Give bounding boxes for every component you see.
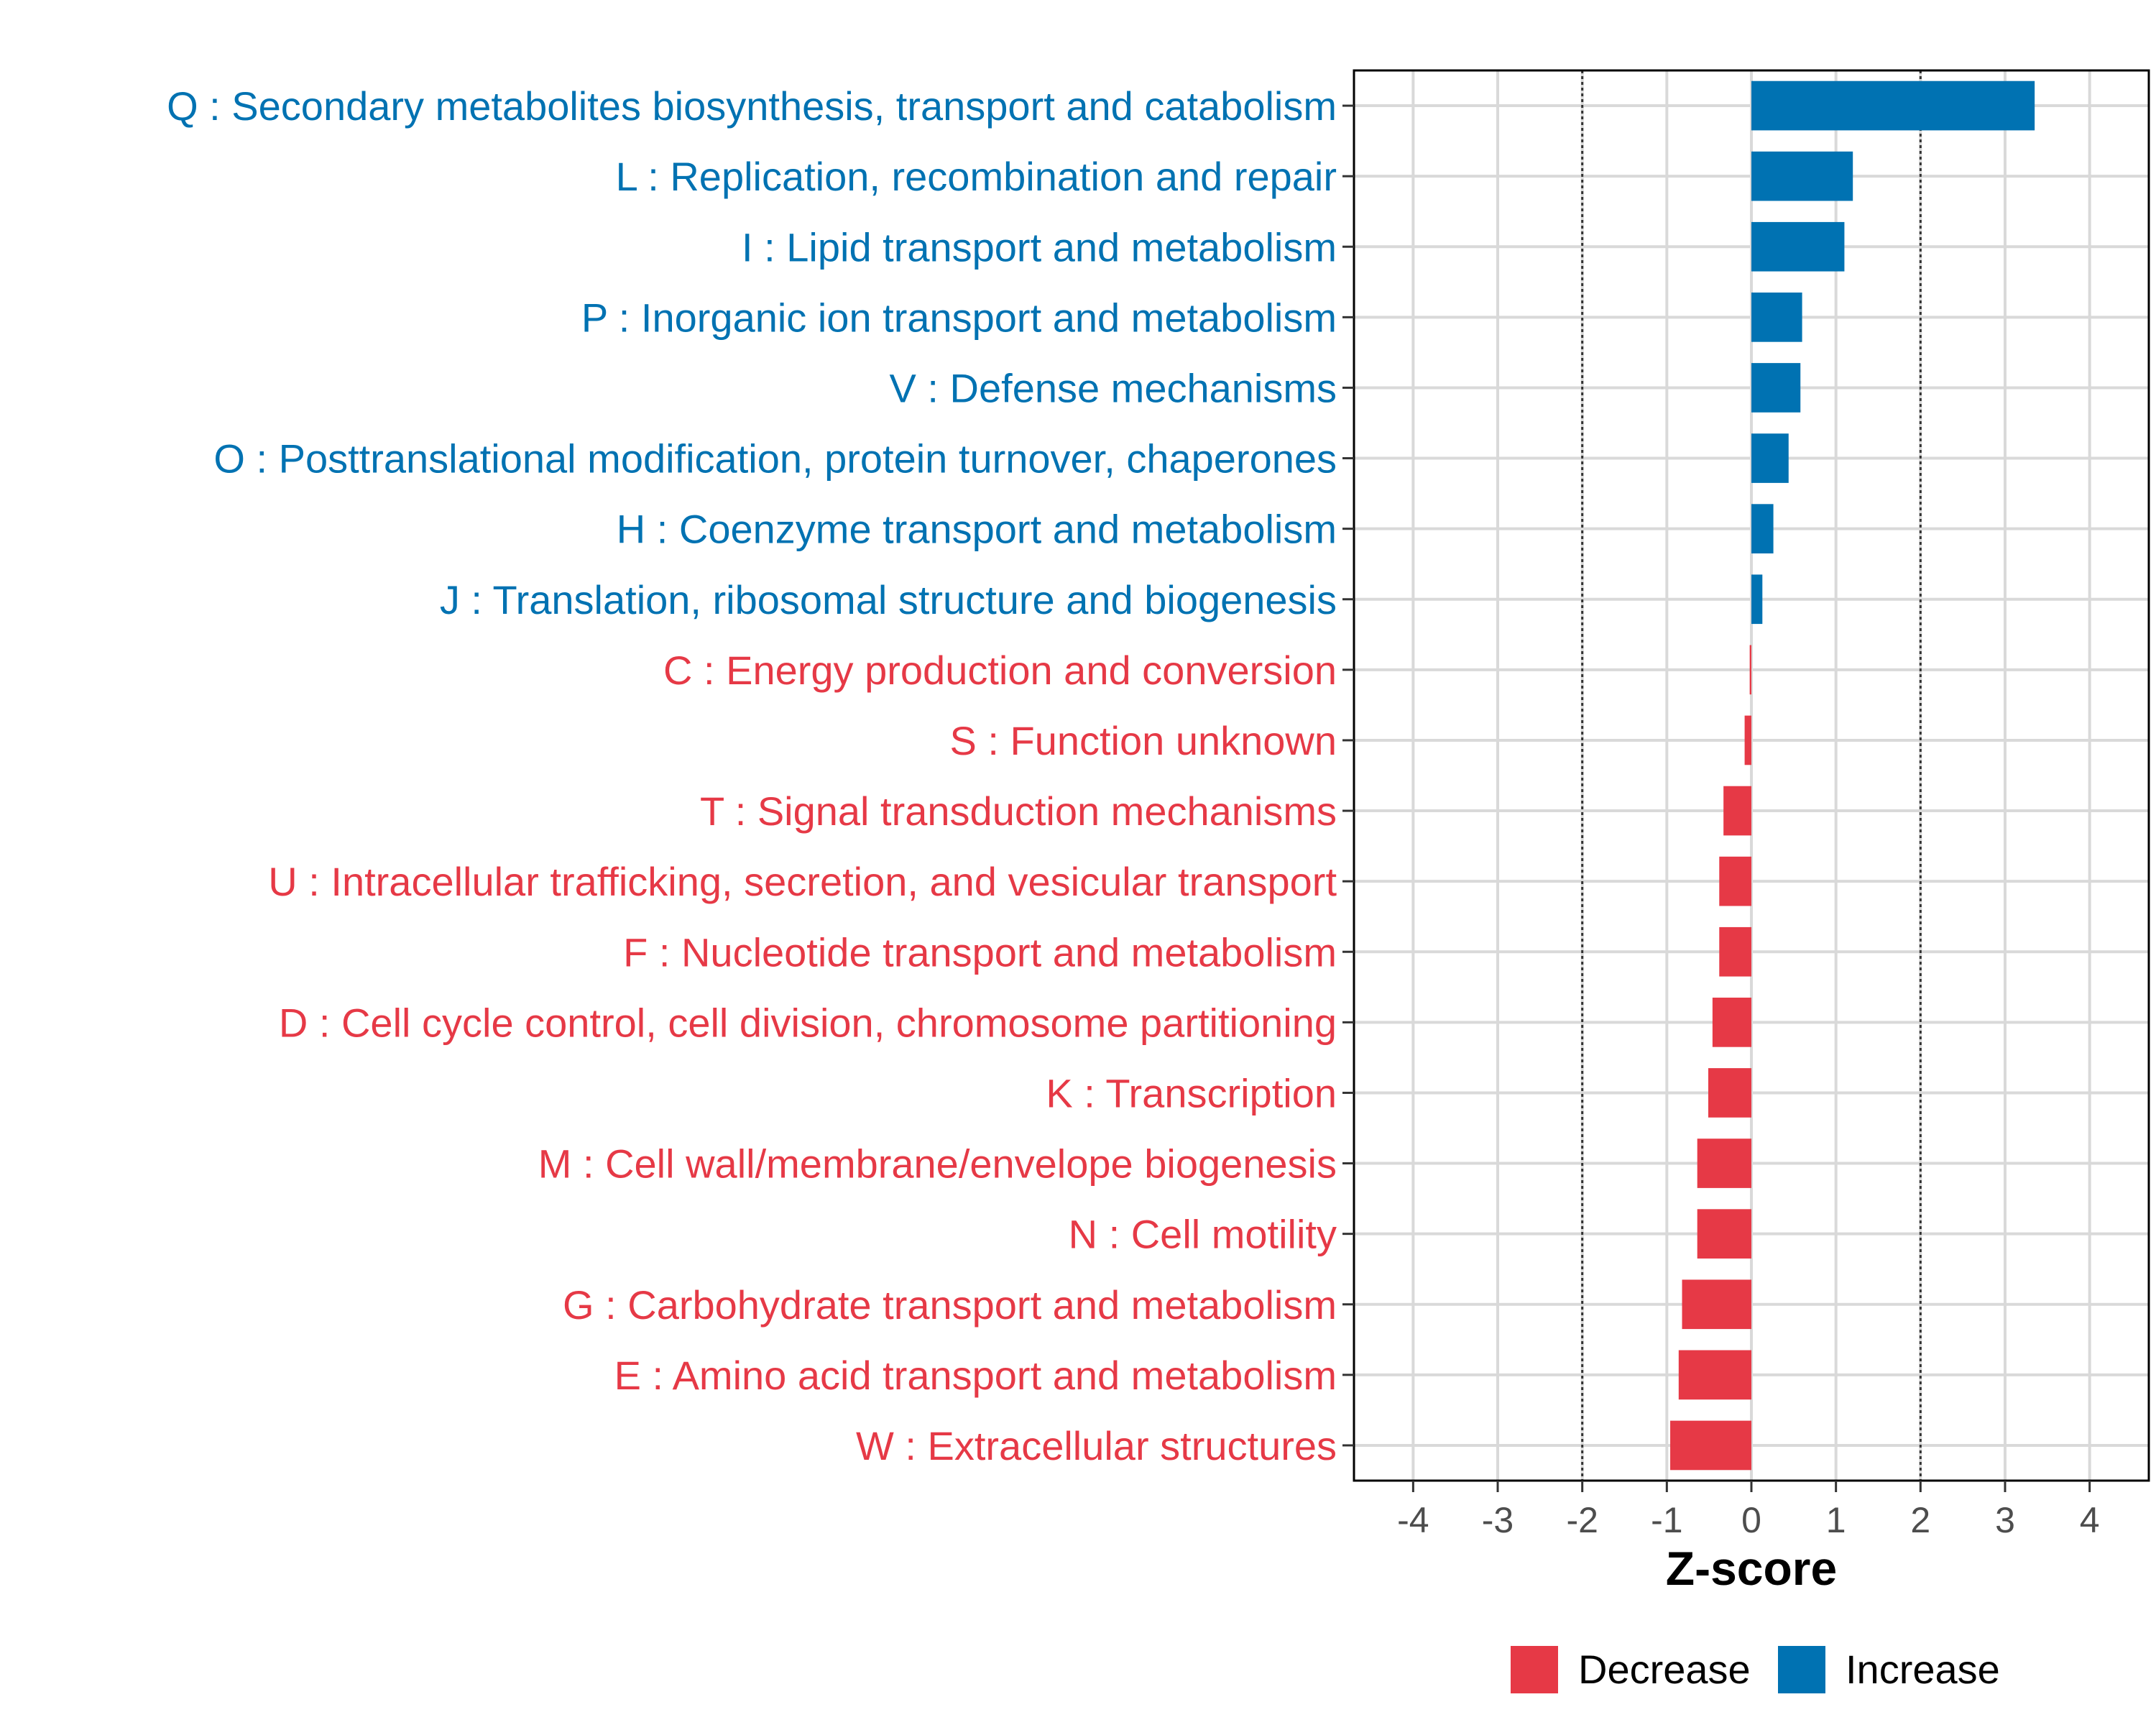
x-axis-title: Z-score [1666,1542,1837,1595]
axis-ticks [1342,104,2091,1492]
category-label: L : Replication, recombination and repai… [616,154,1337,199]
category-label: Q : Secondary metabolites biosynthesis, … [167,83,1337,129]
category-label: C : Energy production and conversion [663,648,1337,693]
bar [1678,1350,1751,1400]
category-label: O : Posttranslational modification, prot… [213,436,1337,482]
x-tick-label: -3 [1482,1500,1514,1540]
category-label: J : Translation, ribosomal structure and… [440,577,1337,622]
x-tick-label: 0 [1741,1500,1761,1540]
bar [1749,645,1751,695]
category-label: I : Lipid transport and metabolism [742,224,1337,270]
legend-label: Decrease [1578,1647,1751,1692]
category-label: G : Carbohydrate transport and metabolis… [563,1282,1337,1328]
bar [1751,574,1763,625]
x-tick-label: 2 [1910,1500,1930,1540]
bar [1751,293,1802,342]
legend-label: Increase [1846,1647,2000,1692]
category-label: V : Defense mechanisms [890,365,1337,410]
legend-swatch [1511,1646,1558,1693]
category-label: M : Cell wall/membrane/envelope biogenes… [538,1141,1337,1187]
bar [1751,504,1774,553]
category-label: K : Transcription [1046,1070,1337,1116]
x-tick-label: 3 [1995,1500,2015,1540]
category-label: E : Amino acid transport and metabolism [614,1353,1337,1398]
bar [1751,363,1801,413]
category-label: N : Cell motility [1069,1212,1337,1257]
bar [1751,433,1789,483]
grid-layer [1354,70,2149,1481]
bar [1751,221,1845,272]
bar [1751,151,1853,201]
category-label: T : Signal transduction mechanisms [700,788,1337,834]
x-tick-label: -4 [1397,1500,1429,1540]
bar [1697,1209,1751,1259]
x-tick-label: 4 [2080,1500,2100,1540]
reference-lines [1581,70,1922,1481]
bar [1670,1420,1751,1471]
category-label: F : Nucleotide transport and metabolism [623,929,1337,975]
category-label: P : Inorganic ion transport and metaboli… [581,295,1337,340]
x-tick-labels: -4 -3 -2 -1 0 1 2 3 4 [1397,1500,2099,1540]
category-label: D : Cell cycle control, cell division, c… [279,1000,1337,1045]
category-labels: Q : Secondary metabolites biosynthesis, … [167,83,1337,1468]
x-tick-label: 1 [1826,1500,1846,1540]
bar [1744,715,1751,765]
bar [1719,856,1751,906]
bar [1708,1068,1751,1118]
bar [1682,1279,1751,1330]
legend: Decrease Increase [1511,1646,2000,1693]
bar [1712,998,1751,1047]
bar [1723,786,1751,836]
bars [1670,80,2035,1471]
bar [1719,926,1751,977]
x-tick-label: -1 [1651,1500,1682,1540]
bar [1751,80,2035,131]
category-label: W : Extracellular structures [856,1423,1337,1468]
bar [1697,1138,1751,1188]
category-label: H : Coenzyme transport and metabolism [617,507,1337,552]
category-label: S : Function unknown [949,718,1337,763]
x-tick-label: -2 [1566,1500,1598,1540]
legend-swatch [1778,1646,1825,1693]
category-label: U : Intracellular trafficking, secretion… [268,859,1337,904]
